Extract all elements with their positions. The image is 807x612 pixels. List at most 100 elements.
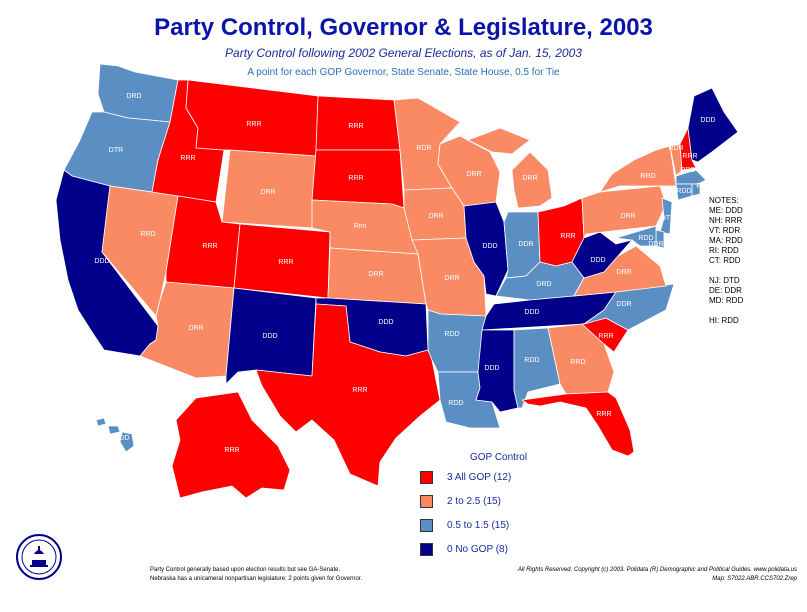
state-label-HI: RDD — [114, 435, 129, 442]
note-line: MA: RDD — [709, 236, 743, 245]
state-ME[interactable] — [687, 87, 739, 163]
state-label-CA: DDD — [94, 258, 109, 265]
legend-label: 0.5 to 1.5 (15) — [447, 519, 510, 531]
legend-item: 3 All GOP (12) — [420, 470, 511, 484]
note-line: CT: RDD — [709, 256, 741, 265]
legend-title: GOP Control — [470, 452, 528, 463]
state-label-MT: RRR — [246, 121, 261, 128]
footer-copyright: All Rights Reserved. Copyright (c) 2003.… — [518, 566, 797, 584]
notes-panel: NOTES: ME: DDD NH: RRR VT: RDR MA: RDD RI: R… — [709, 196, 743, 326]
state-label-SD: RRR — [348, 175, 363, 182]
state-PA[interactable] — [581, 185, 667, 239]
legend-item: 0.5 to 1.5 (15) — [420, 518, 509, 532]
state-label-MO: DRR — [444, 275, 459, 282]
state-label-VA: DRR — [616, 269, 631, 276]
state-label-ME: DDD — [700, 117, 715, 124]
state-label-FL: RRR — [596, 411, 611, 418]
state-NH[interactable] — [679, 127, 697, 171]
map-subtitle: Party Control following 2002 General Ele… — [225, 46, 582, 60]
state-label-MN: RDR — [416, 145, 431, 152]
notes-group-2: NJ: DTD DE: DDR MD: RDD — [709, 276, 743, 306]
state-label-SC: RRR — [598, 333, 613, 340]
state-label-NV: RRD — [140, 231, 155, 238]
state-label-TX: RRR — [352, 387, 367, 394]
legend-swatch — [420, 542, 433, 556]
state-NC[interactable] — [583, 283, 675, 331]
state-label-GA: RRD — [570, 359, 585, 366]
state-label-CT: RDD — [676, 188, 691, 195]
note-line: RI: RDD — [709, 246, 739, 255]
state-label-WV: DDD — [590, 257, 605, 264]
state-label-OR: DTR — [109, 147, 123, 154]
state-AK[interactable] — [171, 391, 291, 499]
state-label-NH: RRR — [682, 153, 697, 160]
state-MT[interactable] — [185, 79, 319, 157]
state-HI-1[interactable] — [95, 417, 107, 427]
state-label-NE: Rnn — [354, 223, 367, 230]
state-HI-2[interactable] — [107, 425, 121, 435]
state-NY[interactable] — [599, 145, 677, 193]
state-label-ID: RRR — [180, 155, 195, 162]
note-line: HI: RDD — [709, 316, 739, 325]
state-MD[interactable] — [615, 225, 657, 247]
map-scoring-note: A point for each GOP Governor, State Sen… — [247, 67, 560, 78]
note-line: DE: DDR — [709, 286, 742, 295]
legend-item: 0 No GOP (8) — [420, 542, 508, 556]
state-label-DE: DDR — [648, 241, 663, 248]
legend-label: 2 to 2.5 (15) — [447, 495, 501, 507]
map-code: Map: S7022.ABR.CCS702.Zrep — [712, 576, 797, 582]
notes-group-3: HI: RDD — [709, 316, 743, 326]
state-RI[interactable] — [691, 183, 701, 197]
notes-group-1: ME: DDD NH: RRR VT: RDR MA: RDD RI: RDD CT: R… — [709, 206, 743, 266]
state-label-AZ: DRR — [188, 325, 203, 332]
state-label-MD: RDD — [638, 235, 653, 242]
state-label-NM: DDD — [262, 333, 277, 340]
state-label-MI: DRR — [522, 175, 537, 182]
legend-label: 0 No GOP (8) — [447, 543, 508, 555]
footer-note-ne: Nebraska has a unicameral nonpartisan le… — [150, 576, 363, 582]
state-label-PA: DRR — [620, 213, 635, 220]
state-label-AL: RDD — [524, 357, 539, 364]
state-WV[interactable] — [571, 231, 633, 279]
state-MI-upper[interactable] — [467, 127, 531, 155]
note-line: MD: RDD — [709, 296, 744, 305]
state-label-TN: DDD — [524, 309, 539, 316]
footer-note-ga: Party Control generally based upon elect… — [150, 567, 341, 573]
state-AR[interactable] — [427, 309, 487, 373]
state-FL[interactable] — [521, 391, 635, 457]
note-line: ME: DDD — [709, 206, 743, 215]
state-label-NY: RRD — [640, 173, 655, 180]
state-label-IA: DRR — [428, 213, 443, 220]
notes-header: NOTES: — [709, 196, 739, 205]
state-HI-3[interactable] — [119, 431, 135, 453]
legend-label: 3 All GOP (12) — [447, 471, 512, 483]
state-MA[interactable] — [675, 169, 707, 185]
state-label-AK: RRR — [224, 447, 239, 454]
state-label-ND: RRR — [348, 123, 363, 130]
state-label-WY: DRR — [260, 189, 275, 196]
state-labels: DRDDTRDDDRRDRRRRRRDRRRRRDRRRRRDDDRRRRRRR… — [94, 93, 715, 454]
state-label-MS: DDD — [484, 365, 499, 372]
note-line: VT: RDR — [709, 226, 741, 235]
state-label-RI: RDD — [696, 183, 711, 190]
legend-swatch — [420, 518, 433, 532]
state-label-AR: RDD — [444, 331, 459, 338]
note-line: NJ: DTD — [709, 276, 740, 285]
legend-swatch — [420, 494, 433, 508]
footer-notes: Party Control generally based upon elect… — [150, 566, 362, 584]
state-MI[interactable] — [511, 151, 553, 209]
state-label-VT: RDR — [668, 145, 683, 152]
note-line: NH: RRR — [709, 216, 743, 225]
state-label-WI: DRR — [466, 171, 481, 178]
state-IL[interactable] — [463, 201, 509, 297]
state-TX[interactable] — [255, 303, 441, 487]
map-title: Party Control, Governor & Legislature, 2… — [154, 14, 653, 41]
state-NJ[interactable] — [659, 197, 673, 235]
state-label-MA: RDD — [680, 167, 695, 174]
state-label-LA: RDD — [448, 400, 463, 407]
legend-swatch — [420, 470, 433, 484]
legend-item: 2 to 2.5 (15) — [420, 494, 501, 508]
capitol-seal-icon — [16, 534, 62, 580]
state-label-KY: DRD — [536, 281, 551, 288]
